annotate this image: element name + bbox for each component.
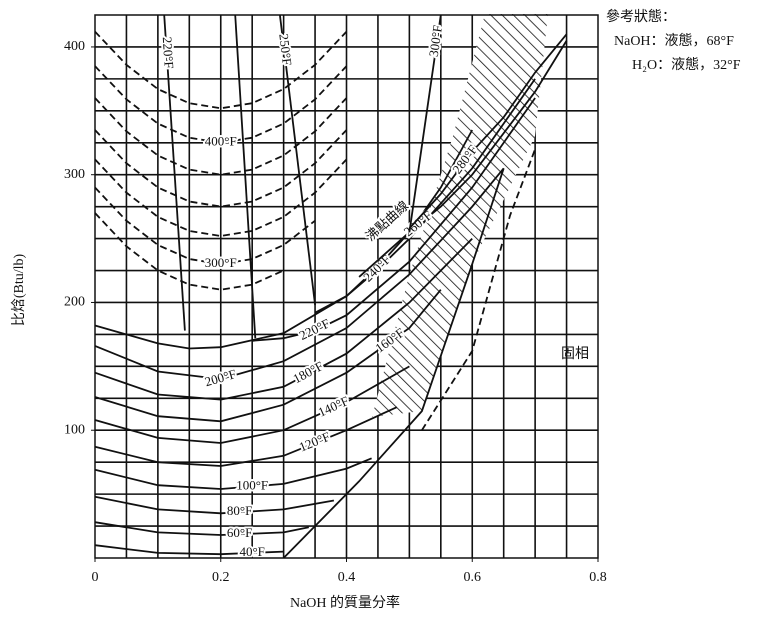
dashed-curve (94, 97, 348, 176)
dashed-curve (94, 129, 348, 208)
curve (94, 406, 398, 467)
x-tick-label: 0.2 (212, 570, 230, 585)
curve-label: 140°F (316, 393, 351, 420)
curve (408, 33, 568, 230)
dashed-curve (421, 148, 536, 431)
curve-label: 300°F (205, 255, 237, 270)
curve-label: 40°F (239, 544, 264, 559)
curve (358, 40, 568, 278)
curve-label: 80°F (227, 503, 252, 518)
curve (94, 365, 410, 444)
dashed-curve (94, 30, 348, 110)
curve-label: 400°F (205, 134, 237, 149)
curve (94, 544, 284, 556)
curve (94, 521, 309, 536)
reference-title: 參考狀態： (606, 9, 676, 25)
dashed-curve (94, 158, 348, 237)
x-tick-label: 0.8 (589, 570, 607, 585)
curve (252, 97, 536, 342)
curve-label: 60°F (227, 525, 252, 540)
reference-naoh: NaOH：液態，68°F (614, 33, 734, 49)
curve (408, 14, 442, 233)
curve (94, 167, 505, 381)
x-axis-label: NaOH 的質量分率 (290, 594, 400, 611)
y-tick-label: 200 (64, 295, 85, 310)
x-tick-label: 0 (92, 570, 99, 585)
curve-label: 180°F (290, 358, 325, 386)
curve (163, 14, 186, 331)
dashed-curve (94, 186, 316, 266)
curve (94, 237, 473, 401)
curve (282, 168, 505, 559)
y-axis-label: 比焓(Btu/lb) (11, 254, 27, 327)
curve-label: 220°F (160, 36, 177, 69)
curve-label: 300°F (426, 24, 445, 58)
curve (94, 289, 442, 423)
curve (234, 14, 257, 339)
y-tick-label: 300 (64, 167, 85, 182)
y-tick-label: 100 (64, 422, 85, 437)
dashed-curve (94, 212, 284, 291)
curve (94, 457, 372, 490)
x-tick-label: 0.6 (464, 570, 482, 585)
reference-h2o: H₂O：液態，32°F (632, 57, 741, 73)
dashed-curve (94, 65, 348, 144)
curve (314, 78, 536, 314)
solid-phase-label: 固相 (561, 346, 589, 362)
hatched-region (372, 14, 548, 417)
y-tick-label: 400 (64, 39, 85, 54)
curve-label: 100°F (236, 477, 268, 492)
curve (94, 495, 335, 515)
curve-label: 250°F (276, 33, 295, 67)
curve (279, 14, 316, 306)
x-tick-label: 0.4 (338, 570, 356, 585)
